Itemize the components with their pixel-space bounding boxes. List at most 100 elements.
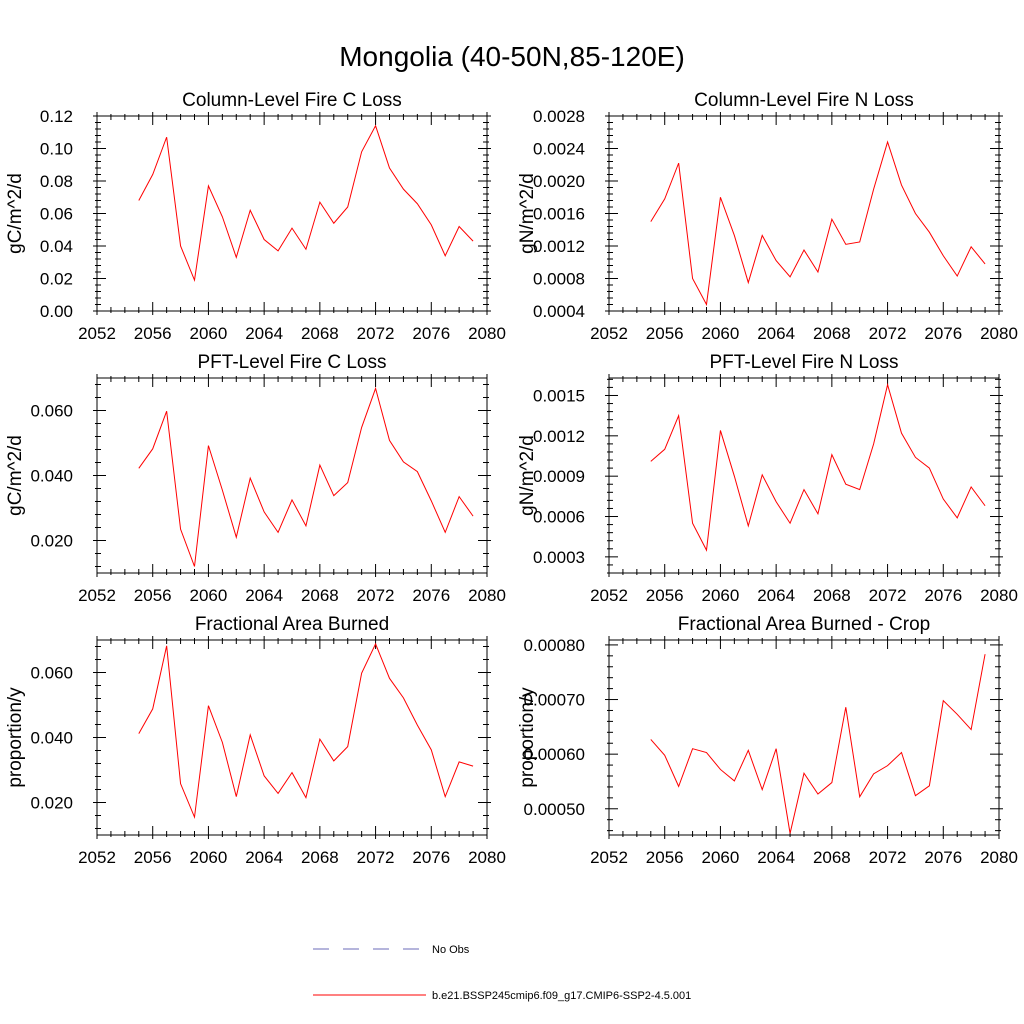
y-tick-label: 0.00070 (524, 691, 585, 710)
x-tick-label: 2080 (980, 586, 1018, 605)
y-tick-label: 0.00050 (524, 800, 585, 819)
series-line (650, 654, 986, 834)
y-tick-label: 0.0012 (533, 237, 585, 256)
y-tick-label: 0.0009 (533, 467, 585, 486)
chart-title: PFT-Level Fire N Loss (710, 352, 899, 373)
plot-frame (608, 639, 1000, 836)
x-tick-label: 2060 (702, 586, 740, 605)
series-line (138, 124, 474, 283)
y-tick-label: 0.08 (40, 172, 73, 191)
x-tick-label: 2064 (757, 324, 795, 343)
x-tick-label: 2064 (757, 586, 795, 605)
x-tick-label: 2052 (590, 586, 628, 605)
x-tick-label: 2056 (134, 848, 172, 867)
x-tick-label: 2072 (357, 324, 395, 343)
x-tick-label: 2056 (646, 586, 684, 605)
chart-panel-1: Column-Level Fire C Loss gC/m^2/d 2052 2056… (5, 90, 506, 343)
plot-frame (608, 115, 1000, 312)
x-tick-label: 2052 (590, 848, 628, 867)
x-tick-label: 2076 (412, 324, 450, 343)
y-tick-label: 0.0015 (533, 386, 585, 405)
x-tick-label: 2072 (869, 848, 907, 867)
x-tick-label: 2076 (412, 848, 450, 867)
y-axis-label: gN/m^2/d (517, 435, 538, 516)
y-axis-label: gC/m^2/d (5, 435, 26, 516)
series-line (650, 140, 986, 307)
y-tick-label: 0.060 (30, 664, 73, 683)
figure-title: Mongolia (40-50N,85-120E) (339, 41, 685, 72)
y-tick-label: 0.02 (40, 270, 73, 289)
y-tick-label: 0.020 (30, 794, 73, 813)
chart-title: Fractional Area Burned (195, 614, 389, 635)
chart-panel-4: PFT-Level Fire N Loss gN/m^2/d 2052 2056 206… (517, 352, 1018, 605)
chart-panel-2: Column-Level Fire N Loss gN/m^2/d 2052 2056… (517, 90, 1018, 343)
y-tick-label: 0.040 (30, 729, 73, 748)
x-tick-label: 2064 (245, 848, 283, 867)
legend: No Obs b.e21.BSSP245cmip6.f09_g17.CMIP6-… (313, 944, 691, 1002)
chart-panel-6: Fractional Area Burned - Crop proportion/… (517, 614, 1018, 867)
series-line (138, 642, 474, 820)
y-tick-label: 0.040 (30, 467, 73, 486)
y-tick-label: 0.060 (30, 402, 73, 421)
series-line (138, 386, 474, 567)
y-tick-label: 0.0016 (533, 205, 585, 224)
x-tick-label: 2060 (190, 848, 228, 867)
x-tick-label: 2080 (468, 586, 506, 605)
x-tick-label: 2068 (813, 324, 851, 343)
chart-panel-3: PFT-Level Fire C Loss gC/m^2/d 2052 2056 206… (5, 352, 506, 605)
y-axis-label: proportion/y (517, 687, 538, 788)
series-line (650, 382, 986, 552)
x-tick-label: 2068 (301, 848, 339, 867)
chart-title: Column-Level Fire C Loss (182, 90, 402, 111)
y-tick-label: 0.10 (40, 140, 73, 159)
plot-frame (96, 639, 488, 836)
x-tick-label: 2052 (78, 324, 116, 343)
panels: Column-Level Fire C Loss gC/m^2/d 2052 2056… (5, 90, 1018, 867)
chart-panel-5: Fractional Area Burned proportion/y 2052 20… (5, 614, 506, 867)
y-tick-label: 0.00 (40, 302, 73, 321)
y-tick-label: 0.0028 (533, 107, 585, 126)
x-tick-label: 2064 (245, 586, 283, 605)
x-tick-label: 2064 (757, 848, 795, 867)
y-tick-label: 0.04 (40, 237, 73, 256)
legend-obs-label: No Obs (432, 944, 470, 956)
plot-frame (96, 377, 488, 574)
x-tick-label: 2060 (190, 586, 228, 605)
x-tick-label: 2060 (702, 324, 740, 343)
y-axis-label: gC/m^2/d (5, 173, 26, 254)
chart-title: Column-Level Fire N Loss (694, 90, 914, 111)
plot-frame (608, 377, 1000, 574)
y-tick-label: 0.020 (30, 532, 73, 551)
x-tick-label: 2072 (869, 586, 907, 605)
x-tick-label: 2076 (924, 586, 962, 605)
x-tick-label: 2068 (301, 586, 339, 605)
x-tick-label: 2076 (924, 848, 962, 867)
x-tick-label: 2052 (590, 324, 628, 343)
x-tick-label: 2072 (869, 324, 907, 343)
y-tick-label: 0.0004 (533, 302, 585, 321)
x-tick-label: 2056 (134, 324, 172, 343)
x-tick-label: 2072 (357, 586, 395, 605)
x-tick-label: 2080 (980, 848, 1018, 867)
x-tick-label: 2052 (78, 848, 116, 867)
x-tick-label: 2064 (245, 324, 283, 343)
y-tick-label: 0.06 (40, 205, 73, 224)
y-axis-label: proportion/y (5, 687, 26, 788)
x-tick-label: 2080 (980, 324, 1018, 343)
x-tick-label: 2060 (702, 848, 740, 867)
y-tick-label: 0.0008 (533, 270, 585, 289)
y-tick-label: 0.00060 (524, 745, 585, 764)
legend-model-label: b.e21.BSSP245cmip6.f09_g17.CMIP6-SSP2-4.… (432, 990, 691, 1002)
chart-title: PFT-Level Fire C Loss (198, 352, 387, 373)
x-tick-label: 2052 (78, 586, 116, 605)
x-tick-label: 2068 (813, 848, 851, 867)
y-tick-label: 0.0012 (533, 427, 585, 446)
x-tick-label: 2056 (646, 848, 684, 867)
y-tick-label: 0.0003 (533, 548, 585, 567)
plot-frame (96, 115, 488, 312)
x-tick-label: 2056 (134, 586, 172, 605)
y-tick-label: 0.00080 (524, 636, 585, 655)
y-axis-label: gN/m^2/d (517, 173, 538, 254)
x-tick-label: 2072 (357, 848, 395, 867)
